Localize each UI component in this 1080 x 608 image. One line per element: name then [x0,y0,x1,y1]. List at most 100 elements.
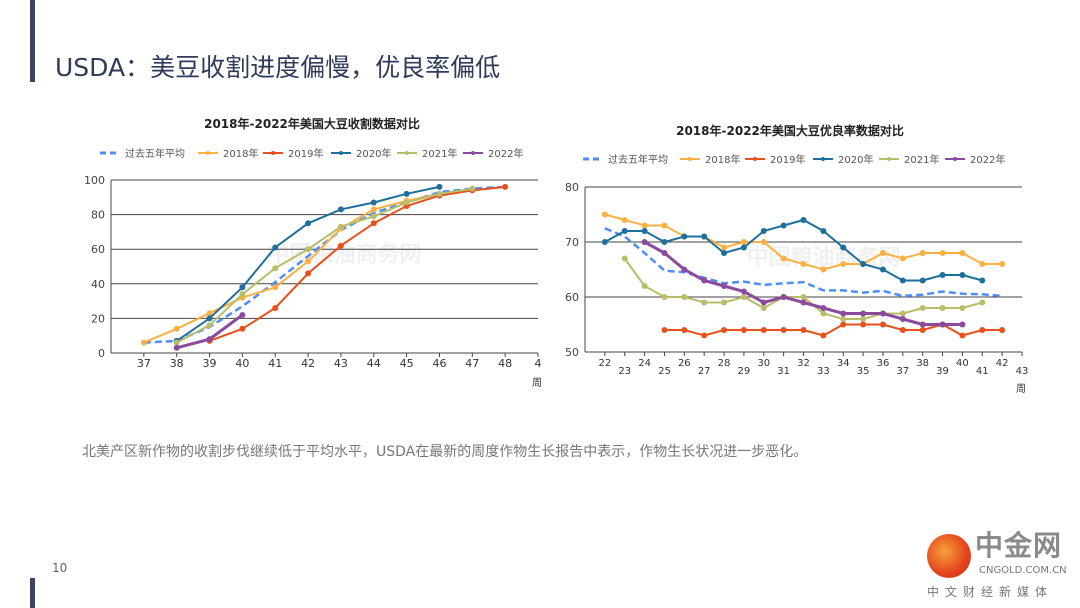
data-point [740,288,747,295]
data-point [879,266,886,273]
data-point [436,183,443,190]
data-point [840,316,847,322]
data-point [502,183,509,190]
data-point [239,284,246,291]
data-point [621,217,628,223]
data-point [860,316,867,322]
data-point [661,239,668,245]
data-point [800,217,807,223]
data-point [820,332,827,339]
legend-label: 2021年 [904,153,939,166]
legend-marker [753,157,757,161]
y-tick-label: 100 [84,174,105,187]
y-tick-label: 0 [98,347,105,360]
data-point [621,228,628,234]
legend-marker [339,151,343,155]
data-point [800,299,807,306]
data-point [701,299,708,306]
data-point [979,327,986,333]
data-point [800,327,807,333]
logo-icon [927,534,971,578]
y-tick-label: 80 [565,181,579,194]
data-point [721,283,728,289]
data-point [661,250,668,256]
data-point [760,228,767,234]
data-point [820,266,827,273]
logo-name: 中金网 [975,529,1063,562]
data-point [879,321,886,328]
legend-label: 过去五年平均 [125,147,185,160]
data-point [681,327,688,333]
legend-label: 2022年 [488,147,523,160]
data-point [740,294,747,300]
y-tick-label: 50 [565,346,579,359]
data-point [370,206,377,213]
data-point [840,261,847,267]
data-point [820,305,827,311]
x-tick-label: 26 [678,358,691,369]
x-tick-label: 47 [465,357,479,370]
legend-label: 2021年 [422,147,457,160]
data-point [601,239,608,245]
data-point [939,272,946,278]
watermark: 中国粮油商务网 [267,242,421,268]
data-point [979,299,986,306]
data-point [780,222,787,229]
logo: 中金网 CNGOLD.COM.CN 中文财经新媒体 [905,530,1080,608]
legend-label: 2018年 [223,147,258,160]
data-point [661,327,668,333]
x-tick-label: 38 [170,357,184,370]
y-tick-label: 70 [565,236,579,249]
data-point [641,222,648,229]
x-tick-label: 4 [535,357,542,370]
x-tick-label: 37 [137,357,151,370]
x-tick-label: 38 [916,358,929,369]
series-line-2020年 [604,218,983,282]
data-point [721,244,728,251]
data-point [601,211,608,218]
legend-marker [405,151,409,155]
data-point [740,244,747,251]
legend-marker [471,151,475,155]
data-point [403,199,410,206]
data-point [370,220,377,227]
data-point [272,305,279,312]
data-point [899,310,906,317]
series-line-过去五年平均 [604,227,1003,298]
y-tick-label: 80 [91,209,105,222]
data-point [959,272,966,278]
x-tick-label: 37 [896,366,909,377]
x-tick-label: 23 [618,366,631,377]
x-tick-label: 41 [268,357,282,370]
data-point [403,190,410,197]
x-tick-label: 34 [837,358,850,369]
data-point [140,339,147,346]
data-point [173,339,180,346]
data-point [370,213,377,220]
legend-label: 2020年 [356,147,391,160]
data-point [820,228,827,234]
data-point [206,310,213,317]
data-point [800,261,807,267]
data-point [681,266,688,273]
data-point [641,283,648,289]
x-tick-label: 22 [598,358,611,369]
x-tick-label: 27 [698,366,711,377]
x-tick-label: 43 [1016,366,1029,377]
data-point [436,190,443,197]
legend-label: 过去五年平均 [608,153,668,166]
x-tick-label: 43 [334,357,348,370]
data-point [939,250,946,256]
x-tick-label: 24 [638,358,651,369]
data-point [919,327,926,333]
data-point [721,327,728,333]
data-point [860,321,867,328]
x-tick-label: 33 [817,366,830,377]
data-point [641,228,648,234]
data-point [760,239,767,245]
data-point [681,294,688,300]
data-point [919,321,926,328]
data-point [780,294,787,300]
data-point [206,322,213,329]
x-tick-label: 30 [757,358,770,369]
